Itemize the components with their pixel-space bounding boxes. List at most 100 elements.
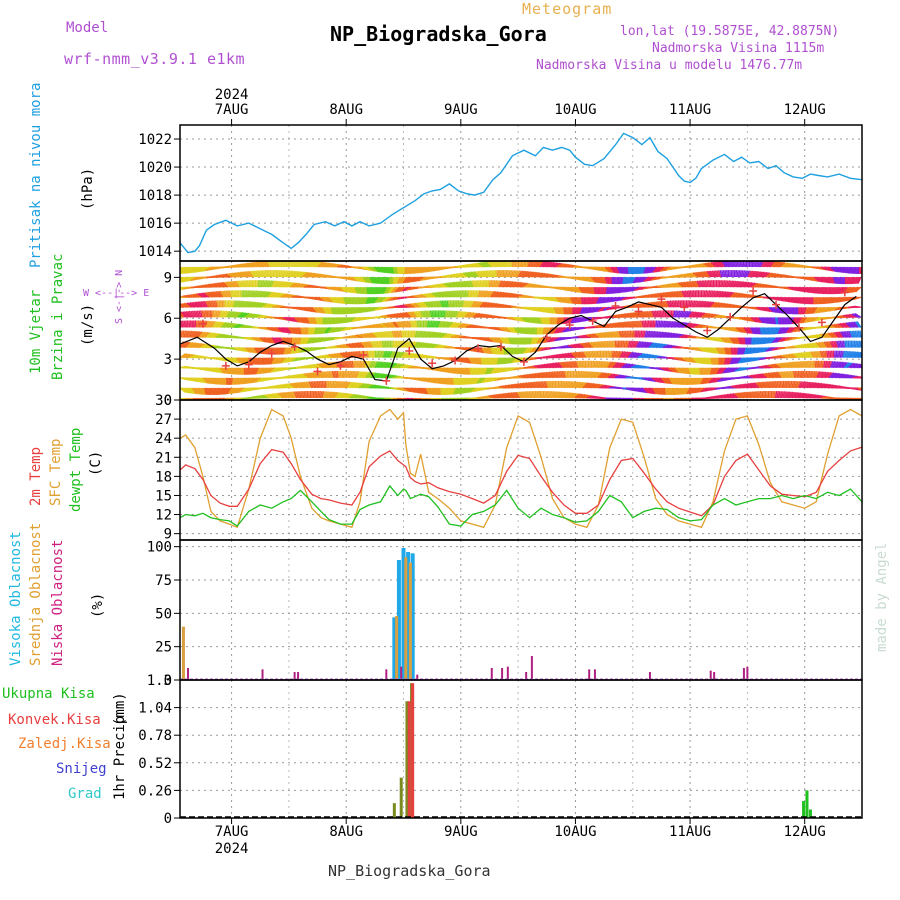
wind-arrow xyxy=(420,330,424,338)
wind-arrow xyxy=(358,286,362,294)
wind-arrow xyxy=(220,310,225,318)
wind-arrow xyxy=(308,317,313,325)
wind-arrow xyxy=(479,301,485,308)
wind-arrow xyxy=(464,311,470,318)
wind-arrow xyxy=(272,357,277,365)
wind-arrow xyxy=(360,306,367,314)
wind-arrow xyxy=(267,280,271,288)
wind-arrow xyxy=(243,262,251,268)
wind-arrow xyxy=(183,330,187,338)
wind-arrow xyxy=(395,340,398,348)
wind-arrow xyxy=(345,316,352,324)
wind-arrow xyxy=(443,321,449,328)
wind-arrow xyxy=(186,397,189,400)
wind-arrow xyxy=(323,327,328,334)
wind-arrow xyxy=(591,360,595,368)
wind-arrow xyxy=(398,276,403,284)
wind-arrow xyxy=(290,327,296,335)
wind-arrow xyxy=(216,397,220,400)
wind-arrow xyxy=(353,351,359,359)
wind-arrow xyxy=(360,286,365,295)
wind-arrow xyxy=(312,306,319,314)
wind-arrow xyxy=(429,331,436,338)
wind-arrow xyxy=(220,377,224,385)
wind-arrow xyxy=(193,342,200,349)
wind-arrow xyxy=(318,317,321,325)
wind-arrow xyxy=(304,390,308,399)
wind-arrow xyxy=(185,311,191,318)
wind-arrow xyxy=(421,310,426,318)
wind-arrow xyxy=(304,327,307,335)
wind-arrow xyxy=(346,343,354,349)
wind-arrow xyxy=(438,300,442,308)
wind-arrow xyxy=(484,302,492,308)
wind-arrow xyxy=(460,311,466,318)
wind-arrow xyxy=(480,357,484,365)
wind-arrow xyxy=(323,371,328,379)
wind-arrow xyxy=(321,306,326,314)
wind-arrow xyxy=(182,266,187,274)
wind-arrow xyxy=(547,317,551,325)
wind-arrow xyxy=(202,331,209,338)
wind-arrow xyxy=(276,357,282,365)
wind-arrow xyxy=(597,287,600,295)
wind-arrow xyxy=(491,303,499,308)
wind-arrow xyxy=(263,291,269,298)
wind-arrow xyxy=(245,290,248,298)
wind-arrow xyxy=(410,397,413,400)
wind-arrow xyxy=(218,387,222,395)
wind-arrow xyxy=(389,351,394,358)
wind-arrow xyxy=(377,287,381,295)
wind-arrow xyxy=(417,302,424,308)
wind-arrow xyxy=(355,306,361,314)
wind-arrow xyxy=(226,322,233,329)
wind-arrow xyxy=(293,270,299,278)
wind-arrow xyxy=(248,262,255,268)
wind-arrow xyxy=(245,313,253,318)
wind-arrow xyxy=(396,363,404,369)
wind-arrow xyxy=(263,367,269,374)
wind-arrow xyxy=(188,330,193,338)
wind-arrow xyxy=(233,323,241,329)
pressure-ytick-label: 1020 xyxy=(138,160,172,176)
wind-arrow xyxy=(310,381,315,389)
wind-arrow xyxy=(256,302,263,308)
wind-arrow xyxy=(250,367,254,375)
wind-arrow xyxy=(440,310,443,318)
wind-arrow xyxy=(314,261,320,268)
wind-arrow xyxy=(454,367,460,375)
wind-arrow xyxy=(274,337,279,345)
wind-arrow xyxy=(476,280,480,288)
wind-arrow xyxy=(450,310,454,318)
wind-arrow xyxy=(487,290,492,298)
wind-arrow xyxy=(402,312,409,318)
model-name: wrf-nmm_v3.9.1 e1km xyxy=(64,50,246,68)
wind-arrow xyxy=(471,377,477,385)
wind-arrow xyxy=(317,371,323,379)
wind-arrow xyxy=(362,286,366,295)
wind-arrow xyxy=(219,367,225,374)
wind-arrow xyxy=(378,331,385,338)
wind-arrow xyxy=(229,357,236,363)
wind-arrow xyxy=(370,360,375,368)
wind-arrow xyxy=(248,280,251,288)
wind-arrow xyxy=(461,387,467,394)
wind-arrow xyxy=(455,397,460,400)
wind-arrow xyxy=(470,300,476,308)
wind-arrow xyxy=(213,377,218,385)
wind-arrow xyxy=(365,383,373,389)
wind-arrow xyxy=(411,330,415,338)
wind-arrow xyxy=(345,360,349,368)
wind-arrow xyxy=(505,270,508,278)
wind-arrow xyxy=(484,347,490,354)
wind-arrow xyxy=(215,377,219,385)
wind-arrow xyxy=(398,397,402,400)
wind-arrow xyxy=(410,266,414,274)
wind-arrow xyxy=(381,361,387,369)
wind-arrow xyxy=(453,310,458,318)
wind-arrow xyxy=(442,367,449,373)
wind-arrow xyxy=(416,302,423,308)
wind-arrow xyxy=(212,377,217,385)
wind-arrow xyxy=(234,272,241,278)
wind-arrow xyxy=(355,286,360,294)
